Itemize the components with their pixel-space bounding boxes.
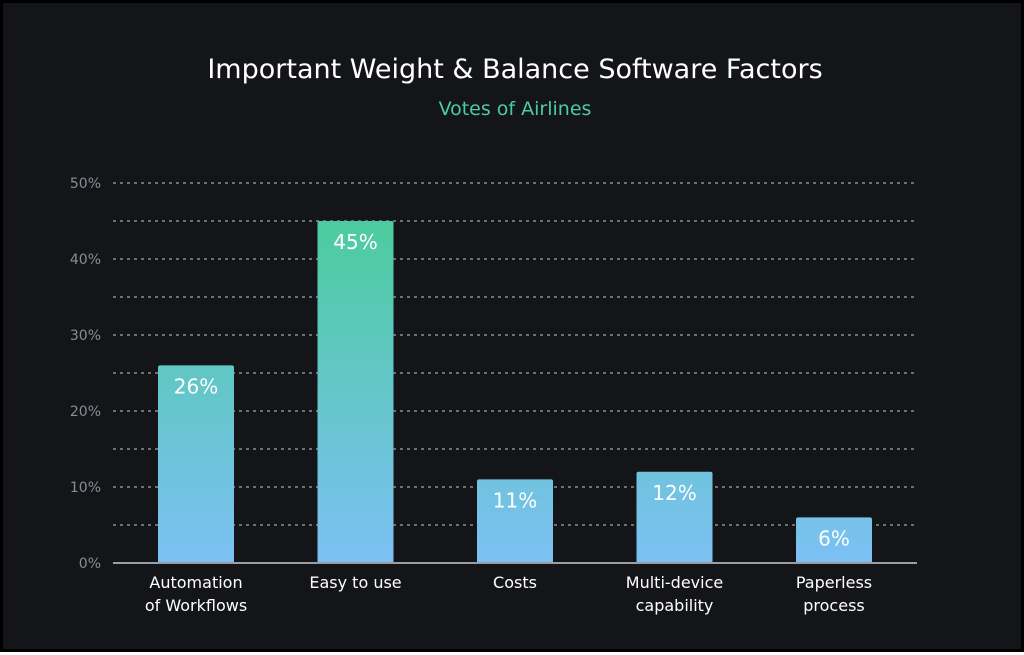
- y-tick-label: 40%: [70, 252, 101, 268]
- x-category-label: Costs: [493, 573, 537, 592]
- bar-chart: Important Weight & Balance Software Fact…: [70, 54, 917, 615]
- bar: [317, 221, 394, 563]
- y-tick-label: 50%: [70, 176, 101, 192]
- y-tick-label: 20%: [70, 404, 101, 420]
- x-category-label-line: Multi-device: [626, 573, 723, 592]
- y-tick-label: 30%: [70, 328, 101, 344]
- bars: 26% 45% 11% 12% 6%: [158, 221, 872, 563]
- y-tick-label: 0%: [79, 556, 101, 572]
- bar: [158, 365, 234, 563]
- x-axis-labels: Automation of Workflows Easy to use Costs Mu…: [145, 573, 872, 615]
- x-category-label-line: process: [803, 596, 864, 615]
- x-category-label: Paperless process: [796, 573, 872, 615]
- bar: [796, 517, 872, 563]
- data-label: 11%: [493, 488, 537, 512]
- bar: [636, 471, 713, 563]
- x-category-label: Easy to use: [309, 573, 401, 592]
- x-category-label-line: Easy to use: [309, 573, 401, 592]
- x-category-label-line: Automation: [149, 573, 242, 592]
- data-label: 45%: [333, 230, 377, 254]
- data-label: 12%: [652, 481, 696, 505]
- chart-title: Important Weight & Balance Software Fact…: [207, 54, 822, 85]
- data-label: 26%: [174, 374, 218, 398]
- x-category-label-line: Paperless: [796, 573, 872, 592]
- x-category-label-line: Costs: [493, 573, 537, 592]
- x-category-label: Multi-device capability: [626, 573, 723, 615]
- chart-subtitle: Votes of Airlines: [439, 98, 592, 120]
- x-category-label: Automation of Workflows: [145, 573, 247, 615]
- data-label: 6%: [818, 526, 850, 550]
- x-category-label-line: capability: [636, 596, 714, 615]
- y-tick-label: 10%: [70, 480, 101, 496]
- bar: [477, 479, 553, 563]
- x-category-label-line: of Workflows: [145, 596, 247, 615]
- y-axis-ticks: 0% 10% 20% 30% 40% 50%: [70, 176, 101, 572]
